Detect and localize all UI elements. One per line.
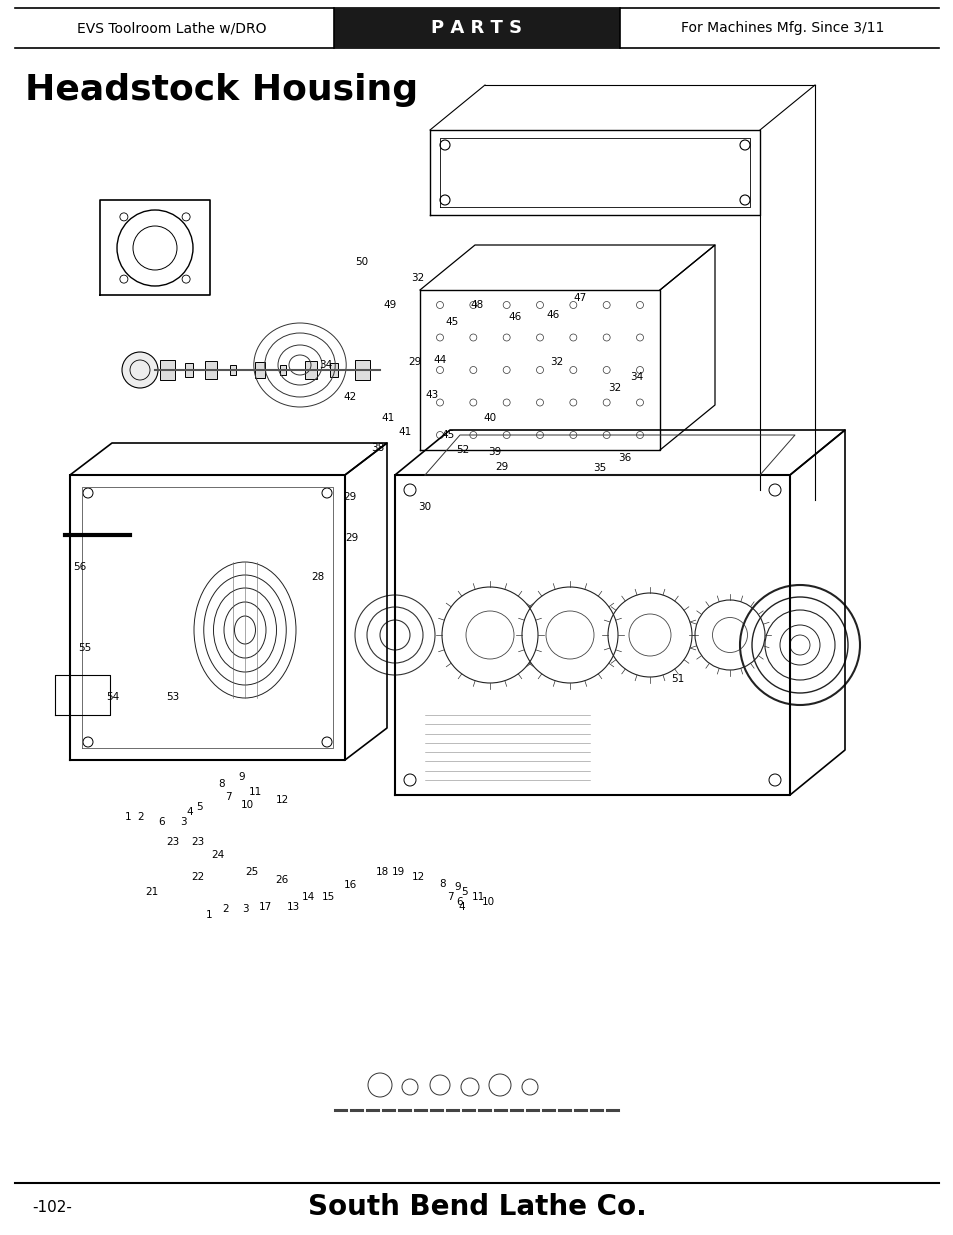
Text: 11: 11 — [471, 892, 484, 902]
Text: P A R T S: P A R T S — [431, 19, 522, 37]
Bar — [230, 366, 235, 375]
Text: 48: 48 — [470, 300, 483, 310]
Text: 10: 10 — [240, 800, 253, 810]
Text: 32: 32 — [411, 273, 424, 283]
Bar — [160, 359, 174, 380]
Text: 7: 7 — [225, 792, 231, 802]
Text: 17: 17 — [258, 902, 272, 911]
Text: 36: 36 — [618, 453, 631, 463]
Text: 28: 28 — [311, 572, 324, 582]
Text: 46: 46 — [546, 310, 559, 320]
Bar — [330, 363, 337, 377]
Text: 9: 9 — [455, 882, 461, 892]
Text: 49: 49 — [383, 300, 396, 310]
Text: 32: 32 — [550, 357, 563, 367]
Text: 29: 29 — [343, 492, 356, 501]
Text: EVS Toolroom Lathe w/DRO: EVS Toolroom Lathe w/DRO — [77, 21, 266, 35]
Text: 6: 6 — [456, 897, 463, 906]
Bar — [205, 361, 216, 379]
Text: 29: 29 — [345, 534, 358, 543]
Bar — [254, 362, 265, 378]
Text: 15: 15 — [321, 892, 335, 902]
Text: 29: 29 — [495, 462, 508, 472]
Text: 2: 2 — [137, 811, 144, 823]
Text: 11: 11 — [248, 787, 261, 797]
Text: 18: 18 — [375, 867, 388, 877]
Text: 13: 13 — [286, 902, 299, 911]
Text: 24: 24 — [212, 850, 224, 860]
Text: 30: 30 — [418, 501, 431, 513]
Text: 55: 55 — [78, 643, 91, 653]
Text: 8: 8 — [439, 879, 446, 889]
Text: 23: 23 — [192, 837, 204, 847]
Text: 8: 8 — [218, 779, 225, 789]
Text: 34: 34 — [319, 359, 333, 370]
Text: 39: 39 — [488, 447, 501, 457]
Text: 38: 38 — [371, 443, 384, 453]
Text: 22: 22 — [192, 872, 204, 882]
Text: 26: 26 — [275, 876, 289, 885]
Text: 41: 41 — [398, 427, 411, 437]
Text: 4: 4 — [187, 806, 193, 818]
Text: 9: 9 — [238, 772, 245, 782]
Text: 25: 25 — [245, 867, 258, 877]
Text: 23: 23 — [166, 837, 179, 847]
Bar — [305, 361, 316, 379]
Text: -102-: -102- — [32, 1199, 71, 1214]
Text: 45: 45 — [445, 317, 458, 327]
Text: 40: 40 — [483, 412, 497, 424]
Text: 44: 44 — [433, 354, 446, 366]
Bar — [334, 7, 619, 48]
Text: 21: 21 — [145, 887, 158, 897]
Text: South Bend Lathe Co.: South Bend Lathe Co. — [307, 1193, 646, 1221]
Text: 35: 35 — [593, 463, 606, 473]
Text: 10: 10 — [481, 897, 494, 906]
Text: 12: 12 — [411, 872, 424, 882]
Text: 47: 47 — [573, 293, 586, 303]
Text: 2: 2 — [222, 904, 229, 914]
Text: For Machines Mfg. Since 3/11: For Machines Mfg. Since 3/11 — [679, 21, 883, 35]
Text: 19: 19 — [391, 867, 404, 877]
Text: 50: 50 — [355, 257, 368, 267]
Text: 5: 5 — [196, 802, 203, 811]
Text: 51: 51 — [671, 674, 684, 684]
Text: 32: 32 — [608, 383, 621, 393]
Text: 14: 14 — [301, 892, 314, 902]
Text: 1: 1 — [125, 811, 132, 823]
Text: 1: 1 — [206, 910, 213, 920]
Text: 3: 3 — [179, 818, 186, 827]
Bar — [185, 363, 193, 377]
Text: 7: 7 — [446, 892, 453, 902]
Text: 54: 54 — [107, 692, 119, 701]
Text: 52: 52 — [456, 445, 469, 454]
Text: 12: 12 — [275, 795, 289, 805]
Text: 16: 16 — [343, 881, 356, 890]
Text: 4: 4 — [458, 902, 465, 911]
Text: 53: 53 — [166, 692, 179, 701]
Text: 6: 6 — [158, 818, 165, 827]
Text: 5: 5 — [461, 887, 468, 897]
Text: 56: 56 — [73, 562, 87, 572]
Text: Headstock Housing: Headstock Housing — [25, 73, 417, 107]
Text: 45: 45 — [441, 430, 455, 440]
Circle shape — [122, 352, 158, 388]
Bar — [280, 366, 286, 375]
Text: 42: 42 — [343, 391, 356, 403]
Text: 43: 43 — [425, 390, 438, 400]
Text: 3: 3 — [241, 904, 248, 914]
Text: 29: 29 — [408, 357, 421, 367]
Text: 34: 34 — [630, 372, 643, 382]
Bar — [355, 359, 370, 380]
Text: 41: 41 — [381, 412, 395, 424]
Text: 46: 46 — [508, 312, 521, 322]
